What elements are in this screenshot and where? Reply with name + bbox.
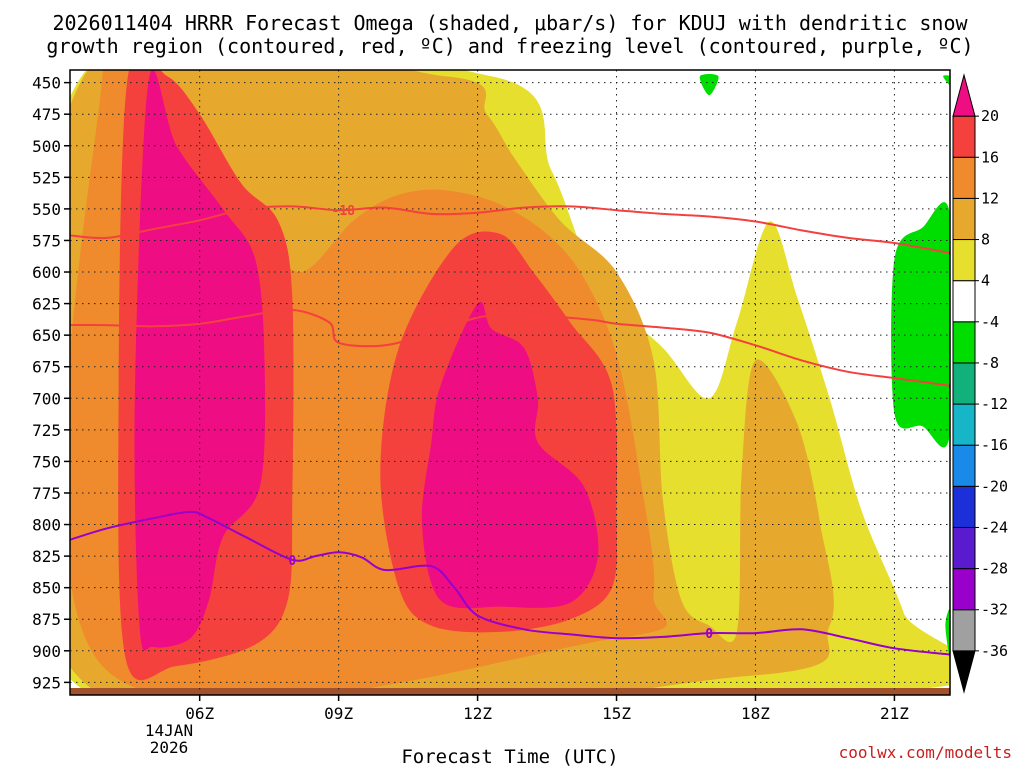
omega-region-5 bbox=[134, 70, 266, 651]
y-tick-label-525: 525 bbox=[32, 168, 61, 187]
freezing-level-label-text: 0 bbox=[288, 554, 296, 569]
colorbar-bin-5 bbox=[952, 444, 976, 487]
x-axis-title: Forecast Time (UTC) bbox=[401, 746, 618, 768]
freezing-level-label: 0 bbox=[288, 554, 296, 569]
colorbar-label-12: 16 bbox=[981, 148, 999, 166]
colorbar-bin-11 bbox=[952, 197, 976, 241]
y-tick-label-650: 650 bbox=[32, 326, 61, 345]
colorbar-label-9: 4 bbox=[981, 272, 990, 290]
y-tick-label-625: 625 bbox=[32, 295, 61, 314]
x-tick-label-21Z: 21Z bbox=[880, 704, 909, 723]
colorbar-label-10: 8 bbox=[981, 231, 990, 249]
colorbar-label-6: -12 bbox=[981, 395, 1008, 413]
x-tick-label-09Z: 09Z bbox=[324, 704, 353, 723]
colorbar-bin-0 bbox=[952, 650, 976, 694]
colorbar-label-5: -16 bbox=[981, 436, 1008, 454]
freezing-level-contour bbox=[70, 510, 950, 656]
omega-region-9 bbox=[943, 75, 950, 86]
freezing-level-label-2: 0 bbox=[705, 627, 713, 642]
colorbar-bin-2 bbox=[952, 568, 976, 611]
y-tick-label-875: 875 bbox=[32, 610, 61, 629]
dgz-contour-label-0: -18 bbox=[332, 204, 356, 219]
x-tick-label-12Z: 12Z bbox=[463, 704, 492, 723]
colorbar-bin-6 bbox=[952, 403, 976, 446]
gridlines bbox=[70, 70, 950, 695]
colorbar-label-13: 20 bbox=[981, 107, 999, 125]
y-tick-label-925: 925 bbox=[32, 673, 61, 692]
colorbar-label-4: -20 bbox=[981, 477, 1008, 495]
colorbar-label-0: -36 bbox=[981, 642, 1008, 660]
omega-region-6 bbox=[421, 301, 599, 609]
y-tick-label-850: 850 bbox=[32, 579, 61, 598]
plot-frame bbox=[69, 69, 951, 696]
y-tick-label-750: 750 bbox=[32, 452, 61, 471]
contours: -18 0 0 bbox=[70, 204, 950, 656]
chart-title-line2: growth region (contoured, red, ºC) and f… bbox=[46, 34, 973, 58]
colorbar-bin-4 bbox=[952, 485, 976, 528]
credit-text: coolwx.com/modelts bbox=[839, 743, 1012, 762]
colorbar-bin-3 bbox=[952, 526, 976, 570]
colorbar-bin-12 bbox=[952, 156, 976, 199]
x-axis: 06Z 09Z 12Z 15Z 18Z 21Z bbox=[185, 695, 909, 723]
dgz-contour-label-0-text: -18 bbox=[332, 204, 356, 219]
colorbar-bin-10 bbox=[952, 239, 976, 282]
omega-shading bbox=[70, 70, 950, 695]
colorbar-label-7: -8 bbox=[981, 354, 999, 372]
colorbar-label-2: -28 bbox=[981, 560, 1008, 578]
date-label-line1: 14JAN bbox=[145, 721, 193, 740]
y-axis: 450 475 500 525 550 575 600 625 650 675 700 725 750 7… bbox=[32, 74, 70, 692]
ground-strip bbox=[70, 688, 950, 695]
dgz-contour-0 bbox=[70, 205, 950, 255]
y-tick-label-550: 550 bbox=[32, 200, 61, 219]
colorbar-bin-9 bbox=[952, 280, 976, 323]
freezing-level-label-2-text: 0 bbox=[705, 627, 713, 642]
x-tick-label-18Z: 18Z bbox=[741, 704, 770, 723]
omega-region-8 bbox=[699, 74, 719, 96]
y-tick-label-675: 675 bbox=[32, 358, 61, 377]
x-tick-label-15Z: 15Z bbox=[602, 704, 631, 723]
omega-region-10 bbox=[945, 609, 950, 658]
omega-region-7 bbox=[891, 202, 950, 448]
y-tick-label-450: 450 bbox=[32, 74, 61, 93]
x-tick-label-06Z: 06Z bbox=[185, 704, 214, 723]
y-tick-label-800: 800 bbox=[32, 516, 61, 535]
colorbar-bin-7 bbox=[952, 362, 976, 405]
colorbar-label-11: 12 bbox=[981, 189, 999, 207]
colorbar-label-3: -24 bbox=[981, 518, 1008, 536]
colorbar: -36 -32 -28 -24 -20 -16 -12 -8 -4 4 8 12 16 20 bbox=[952, 73, 1008, 694]
y-tick-label-700: 700 bbox=[32, 389, 61, 408]
y-tick-label-500: 500 bbox=[32, 137, 61, 156]
y-tick-label-825: 825 bbox=[32, 547, 61, 566]
y-tick-label-475: 475 bbox=[32, 105, 61, 124]
colorbar-label-1: -32 bbox=[981, 601, 1008, 619]
chart-title-line1: 2026011404 HRRR Forecast Omega (shaded, … bbox=[52, 11, 968, 35]
y-tick-label-775: 775 bbox=[32, 484, 61, 503]
colorbar-label-8: -4 bbox=[981, 313, 999, 331]
colorbar-bin-8 bbox=[952, 321, 976, 364]
dgz-contour-1 bbox=[70, 308, 950, 387]
y-tick-label-725: 725 bbox=[32, 421, 61, 440]
colorbar-bin-14 bbox=[952, 73, 976, 117]
colorbar-bin-13 bbox=[952, 115, 976, 158]
date-label-line2: 2026 bbox=[150, 738, 189, 757]
y-tick-label-600: 600 bbox=[32, 263, 61, 282]
colorbar-bin-1 bbox=[952, 609, 976, 652]
y-tick-label-900: 900 bbox=[32, 642, 61, 661]
y-tick-label-575: 575 bbox=[32, 231, 61, 250]
